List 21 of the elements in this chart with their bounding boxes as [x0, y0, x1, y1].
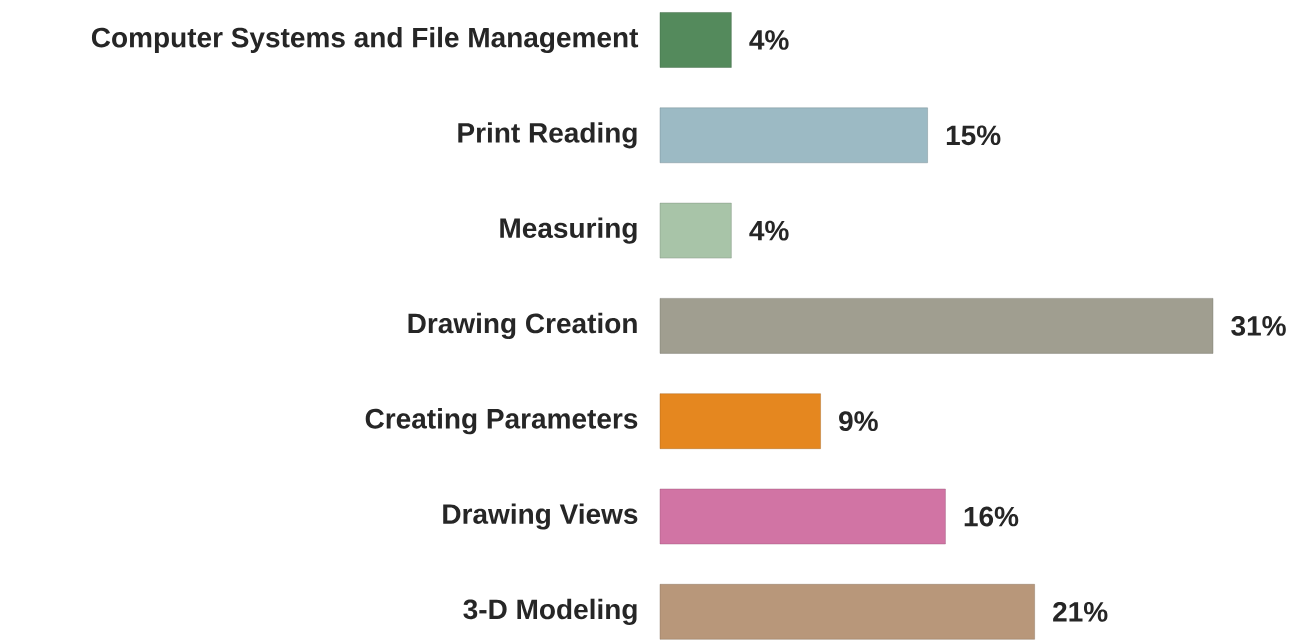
data-label: 16%	[964, 506, 1019, 527]
y-tick-label: 3-D Modeling	[463, 598, 637, 625]
y-tick-label: Print Reading	[458, 122, 637, 149]
y-tick-label: Drawing Views	[443, 503, 638, 530]
y-tick-label: Computer Systems and File Management	[91, 26, 639, 53]
data-label: 4%	[749, 220, 789, 241]
y-tick-label: Creating Parameters	[365, 407, 638, 435]
bar	[659, 583, 1035, 640]
data-label: 21%	[1053, 601, 1108, 622]
bar	[659, 202, 732, 259]
y-tick-label: Measuring	[500, 217, 637, 244]
data-label: 15%	[946, 125, 1001, 145]
bar	[659, 107, 928, 163]
bar	[659, 298, 1214, 354]
data-label: 31%	[1231, 315, 1286, 336]
data-label: 9%	[839, 411, 878, 431]
data-label: 4%	[749, 29, 789, 50]
bar	[659, 393, 821, 449]
y-tick-label: Drawing Creation	[408, 312, 637, 339]
bar	[659, 488, 946, 545]
bar	[659, 12, 732, 68]
